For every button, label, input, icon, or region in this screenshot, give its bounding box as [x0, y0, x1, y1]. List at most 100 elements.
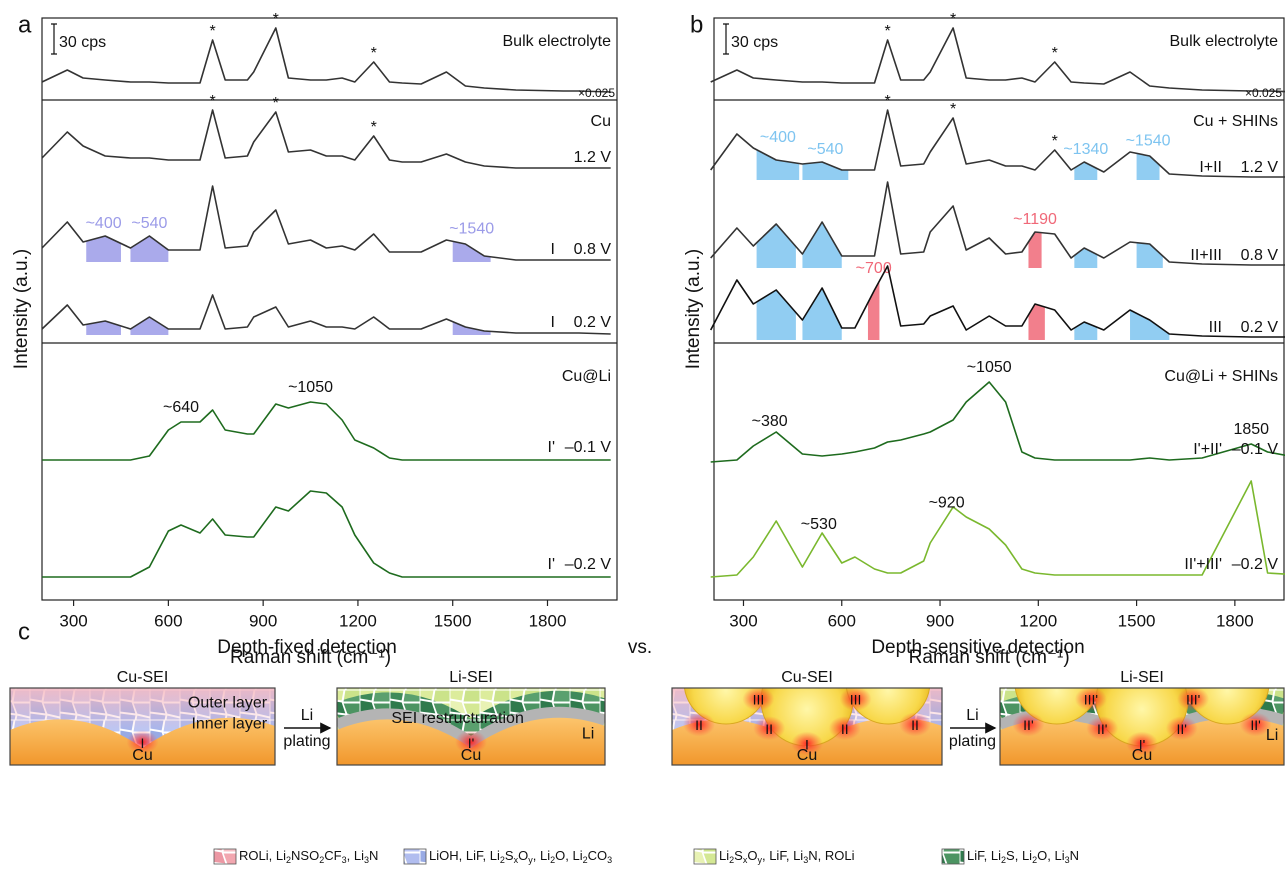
layer-label: Outer layer	[188, 695, 268, 712]
layer-label: SEI restructuration	[391, 710, 524, 727]
x-tick-label: 600	[828, 611, 856, 630]
potential-label: –0.1 V	[565, 439, 612, 456]
hotspot-glow	[1177, 688, 1210, 711]
band-label: ~1190	[1013, 211, 1057, 228]
peak-annotation: *	[273, 11, 279, 28]
spectrum	[41, 294, 611, 335]
peak-annotation: *	[371, 45, 377, 62]
box-title: Li-SEI	[449, 669, 493, 686]
potential-label: –0.1 V	[1232, 441, 1279, 458]
band-label: ~700	[856, 260, 892, 277]
potential-label: 0.8 V	[1241, 247, 1279, 264]
box-frame	[999, 687, 1285, 766]
plot-frame	[713, 17, 1285, 601]
peak-annotation: *	[885, 93, 891, 110]
band-fill	[1074, 322, 1098, 340]
group-title: Cu	[591, 113, 611, 130]
site-label: III'	[1186, 692, 1200, 708]
group-title: Bulk electrolyte	[503, 33, 612, 50]
site-label: II	[911, 717, 919, 733]
band-fill	[756, 149, 800, 180]
box-title: Cu-SEI	[781, 669, 833, 686]
heading: Depth-sensitive detection	[871, 637, 1084, 658]
band-label: ~1540	[449, 221, 494, 238]
scale-bar	[723, 23, 729, 55]
band-fill	[802, 162, 849, 180]
box-frame	[671, 687, 943, 766]
x-tick-label: 300	[729, 611, 757, 630]
group-title: Cu + SHINs	[1193, 113, 1278, 130]
peak-annotation: *	[1052, 133, 1058, 150]
peak-annotation: *	[1052, 45, 1058, 62]
group-title: Cu@Li + SHINs	[1164, 368, 1278, 385]
peak-annotation: *	[950, 101, 956, 118]
legend-text: ROLi, Li2NSO2CF3, Li3N	[239, 848, 378, 865]
arrow-label: plating	[949, 733, 996, 750]
spectrum	[709, 265, 1285, 338]
scale-factor: ×0.025	[1245, 86, 1282, 100]
peak-annotation: ~920	[929, 495, 965, 512]
layer-label: Inner layer	[191, 715, 267, 732]
site-label: III	[753, 692, 765, 708]
band-fill	[452, 321, 491, 335]
substrate-label: Cu	[132, 747, 152, 764]
hotspot-glow	[455, 730, 487, 755]
box-title: Li-SEI	[1120, 669, 1164, 686]
scale-bar-label: 30 cps	[731, 34, 778, 51]
site-label: II	[841, 721, 849, 737]
band-fill	[1074, 248, 1098, 268]
x-axis-label: Raman shift (cm⁻¹)	[230, 647, 391, 668]
schematic: I' SEI restructuration Li Cu	[337, 688, 605, 765]
site-label: II'	[1097, 721, 1107, 737]
site-label: I	[805, 736, 809, 752]
legend-swatch	[213, 848, 237, 865]
band-label: ~540	[131, 215, 167, 232]
box-frame	[336, 687, 606, 766]
band-label: ~400	[760, 129, 796, 146]
site-label: I'	[468, 735, 475, 751]
x-tick-label: 900	[249, 611, 277, 630]
band-fill	[1136, 153, 1160, 180]
site-label: II'	[1177, 721, 1187, 737]
band-label: ~400	[86, 215, 122, 232]
group-title: Cu@Li	[562, 368, 611, 385]
panel-label: b	[690, 11, 703, 38]
x-tick-label: 600	[154, 611, 182, 630]
arrow-label: plating	[283, 733, 330, 750]
x-tick-label: 1500	[1118, 611, 1156, 630]
band-fill	[130, 236, 169, 262]
spectrum	[41, 27, 611, 93]
cu-substrate	[672, 717, 942, 765]
potential-label: 1.2 V	[1241, 159, 1279, 176]
potential-label: 0.8 V	[574, 241, 612, 258]
spectrum	[41, 185, 611, 261]
phase-label: III	[1209, 319, 1222, 336]
x-tick-label: 300	[59, 611, 87, 630]
cu-substrate	[337, 717, 605, 765]
shin-particle	[683, 688, 769, 725]
spectrum	[710, 181, 1285, 266]
hotspot-glow	[839, 688, 872, 711]
scale-bar	[51, 23, 57, 55]
potential-label: –0.2 V	[565, 556, 612, 573]
potential-label: 0.2 V	[574, 314, 612, 331]
site-label: III	[850, 692, 862, 708]
peak-annotation: ~530	[801, 516, 837, 533]
x-tick-label: 1800	[529, 611, 567, 630]
substrate-label: Cu	[797, 747, 817, 764]
x-tick-label: 1200	[339, 611, 377, 630]
peak-annotation: *	[371, 119, 377, 136]
hotspot-glow	[1165, 716, 1198, 741]
peak-annotation: ~1050	[288, 379, 333, 396]
hotspot-glow	[753, 716, 786, 741]
heading: vs.	[628, 637, 652, 658]
hotspot-glow	[1126, 731, 1158, 756]
panel-label: a	[18, 11, 32, 38]
band-fill	[452, 241, 491, 262]
box-title: Cu-SEI	[117, 669, 169, 686]
site-label: II'	[1023, 717, 1033, 733]
hotspot-glow	[1074, 688, 1107, 711]
